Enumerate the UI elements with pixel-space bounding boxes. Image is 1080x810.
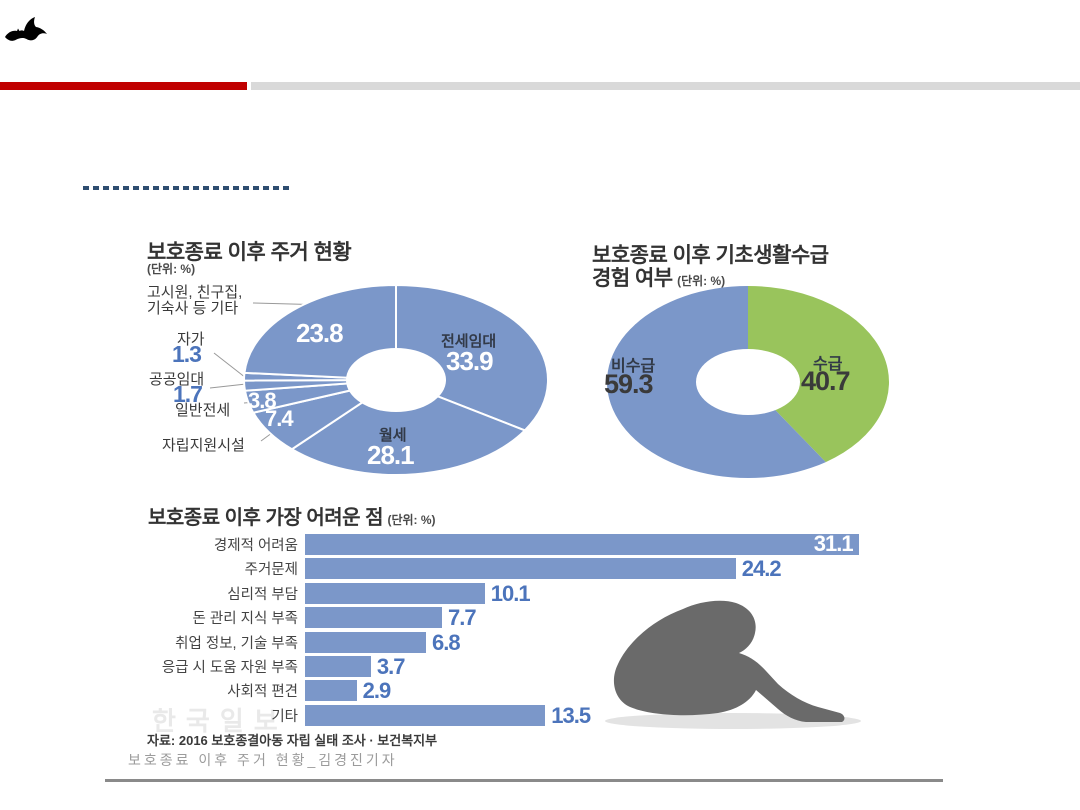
bar-value: 2.9 xyxy=(362,678,392,704)
bar-value: 13.5 xyxy=(551,702,591,728)
label-other-line1: 고시원, 친구집, xyxy=(147,284,243,301)
bar-label: 심리적 부담 xyxy=(227,586,298,603)
bar-label: 돈 관리 지식 부족 xyxy=(192,611,298,628)
value-support-facility: 7.4 xyxy=(265,406,294,431)
label-non-recipient: 비수급 xyxy=(611,358,656,375)
bar xyxy=(305,582,485,604)
label-recipient: 수급 xyxy=(813,356,843,373)
bar-value: 10.1 xyxy=(490,580,531,606)
bar-row-housing: 주거문제 24.2 xyxy=(140,556,930,582)
value-other: 23.8 xyxy=(296,318,344,348)
bar-row-economic: 경제적 어려움 31.1 xyxy=(140,531,930,556)
difficulty-chart-title-row: 보호종료 이후 가장 어려운 점 (단위: %) xyxy=(148,501,436,530)
value-own-home: 1.3 xyxy=(172,341,202,367)
label-support-facility: 자립지원시설 xyxy=(162,437,245,454)
benefit-donut-chart xyxy=(607,286,889,478)
label-regular-jeonse: 일반전세 xyxy=(175,402,231,419)
leader-line-own-home xyxy=(213,352,247,379)
bar-value: 24.2 xyxy=(741,556,782,582)
bar-label: 취업 정보, 기술 부족 xyxy=(175,635,298,652)
bar-value: 31.1 xyxy=(813,531,854,556)
bat-logo-icon xyxy=(5,17,47,41)
leader-line-public-rental xyxy=(209,383,247,389)
value-public-rental: 1.7 xyxy=(173,381,203,407)
sitting-person-silhouette-icon xyxy=(605,600,861,729)
value-jeonse-rental: 33.9 xyxy=(446,346,494,376)
bar-row-social-prejudice: 사회적 편견 2.9 xyxy=(140,678,930,704)
bar-row-money-management: 돈 관리 지식 부족 7.7 xyxy=(140,605,930,631)
bar xyxy=(305,655,371,677)
bottom-rule xyxy=(105,779,943,782)
difficulty-chart-unit: (단위: %) xyxy=(387,513,436,527)
source-note: 자료: 2016 보호종결아동 자립 실태 조사 · 보건복지부 xyxy=(147,733,438,748)
dashed-separator xyxy=(83,186,293,190)
bar-label: 사회적 편견 xyxy=(227,684,298,701)
bar-row-emergency-help: 응급 시 도움 자원 부족 3.7 xyxy=(140,653,930,679)
label-monthly-rent: 월세 xyxy=(379,427,407,444)
bar-value: 6.8 xyxy=(432,629,461,655)
bar-label: 주거문제 xyxy=(244,562,298,579)
bar xyxy=(305,558,736,580)
label-other-line2: 기숙사 등 기타 xyxy=(147,300,239,317)
newspaper-watermark: 한국일보 xyxy=(152,706,288,736)
bar-row-other: 기타 13.5 xyxy=(140,702,930,728)
bar-value: 7.7 xyxy=(448,605,477,631)
label-jeonse-rental: 전세임대 xyxy=(441,333,497,350)
bar-row-psychological: 심리적 부담 10.1 xyxy=(140,580,930,606)
bar-label: 응급 시 도움 자원 부족 xyxy=(161,659,298,676)
benefit-chart-title-line2: 경험 여부 (단위: %) xyxy=(592,262,725,292)
bar xyxy=(305,680,357,702)
bar xyxy=(305,631,427,653)
label-public-rental: 공공임대 xyxy=(149,371,205,388)
housing-donut-chart xyxy=(209,283,549,476)
bar-value: 3.7 xyxy=(376,653,406,679)
benefit-chart-title-line2-text: 경험 여부 xyxy=(592,267,673,290)
housing-chart-title: 보호종료 이후 주거 현황 xyxy=(147,241,352,264)
image-caption: 보호종료 이후 주거 현황_김경진기자 xyxy=(128,752,398,768)
difficulty-chart-title: 보호종료 이후 가장 어려운 점 xyxy=(148,507,384,529)
label-own-home: 자가 xyxy=(177,331,205,348)
housing-chart-unit: (단위: %) xyxy=(147,262,196,276)
value-non-recipient: 59.3 xyxy=(604,369,654,399)
difficulty-bar-rows: 경제적 어려움 31.1 주거문제 24.2 심리적 부담 10.1 돈 관리 … xyxy=(140,531,930,729)
value-recipient: 40.7 xyxy=(801,366,851,396)
bar-row-employment-info: 취업 정보, 기술 부족 6.8 xyxy=(140,629,930,655)
value-regular-jeonse: 3.8 xyxy=(248,388,277,413)
header-rule-red xyxy=(0,82,247,90)
silhouette-body xyxy=(613,600,845,722)
value-monthly-rent: 28.1 xyxy=(367,440,415,470)
bar: 31.1 xyxy=(305,531,859,556)
bar xyxy=(305,704,546,726)
bar xyxy=(305,607,443,629)
benefit-chart-unit: (단위: %) xyxy=(677,274,726,288)
bar-label: 기타 xyxy=(271,708,298,725)
header-rule-gray xyxy=(251,82,1080,90)
benefit-chart-title-line1: 보호종료 이후 기초생활수급 xyxy=(592,244,829,267)
bar-label: 경제적 어려움 xyxy=(213,538,298,554)
